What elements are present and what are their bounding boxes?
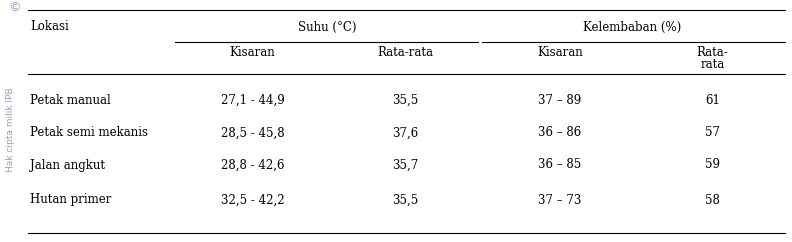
Text: ©: © [8,1,21,15]
Text: Petak semi mekanis: Petak semi mekanis [30,127,148,139]
Text: 61: 61 [705,93,720,106]
Text: 35,5: 35,5 [392,93,418,106]
Text: 28,8 - 42,6: 28,8 - 42,6 [221,159,284,172]
Text: 59: 59 [705,159,720,172]
Text: 27,1 - 44,9: 27,1 - 44,9 [221,93,284,106]
Text: 37,6: 37,6 [392,127,418,139]
Text: 28,5 - 45,8: 28,5 - 45,8 [221,127,284,139]
Text: 37 – 73: 37 – 73 [539,194,581,206]
Text: 35,7: 35,7 [392,159,418,172]
Text: 32,5 - 42,2: 32,5 - 42,2 [221,194,284,206]
Text: 35,5: 35,5 [392,194,418,206]
Text: Suhu (°C): Suhu (°C) [299,21,356,33]
Text: Kisaran: Kisaran [537,45,583,59]
Text: Kisaran: Kisaran [230,45,276,59]
Text: 37 – 89: 37 – 89 [539,93,581,106]
Text: rata: rata [700,59,725,71]
Text: 58: 58 [705,194,720,206]
Text: Rata-rata: Rata-rata [377,45,433,59]
Text: 57: 57 [705,127,720,139]
Text: Petak manual: Petak manual [30,93,111,106]
Text: 36 – 85: 36 – 85 [539,159,581,172]
Text: Rata-: Rata- [697,45,729,59]
Text: Kelembaban (%): Kelembaban (%) [584,21,682,33]
Text: Hutan primer: Hutan primer [30,194,112,206]
Text: Hak cipta milik IPB: Hak cipta milik IPB [6,88,16,172]
Text: Jalan angkut: Jalan angkut [30,159,105,172]
Text: Lokasi: Lokasi [30,21,69,33]
Text: 36 – 86: 36 – 86 [539,127,581,139]
